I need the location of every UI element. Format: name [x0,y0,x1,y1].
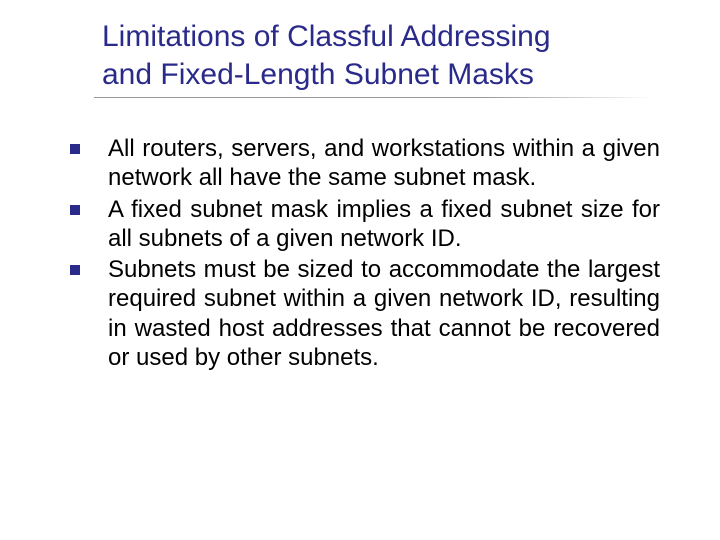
body-area: All routers, servers, and workstations w… [70,134,660,372]
title-line-1: Limitations of Classful Addressing [102,20,551,53]
list-item: All routers, servers, and workstations w… [70,134,660,193]
slide-title: Limitations of Classful Addressing and F… [102,18,690,93]
slide-container: Limitations of Classful Addressing and F… [0,0,720,540]
bullet-text: Subnets must be sized to accommodate the… [108,255,660,372]
bullet-square-icon [70,265,80,275]
bullet-square-icon [70,144,80,154]
title-line-2: and Fixed-Length Subnet Masks [102,58,534,91]
bullet-text: A fixed subnet mask implies a fixed subn… [108,195,660,254]
title-block: Limitations of Classful Addressing and F… [102,18,690,98]
list-item: Subnets must be sized to accommodate the… [70,255,660,372]
bullet-square-icon [70,205,80,215]
title-underline [94,97,654,98]
bullet-text: All routers, servers, and workstations w… [108,134,660,193]
list-item: A fixed subnet mask implies a fixed subn… [70,195,660,254]
